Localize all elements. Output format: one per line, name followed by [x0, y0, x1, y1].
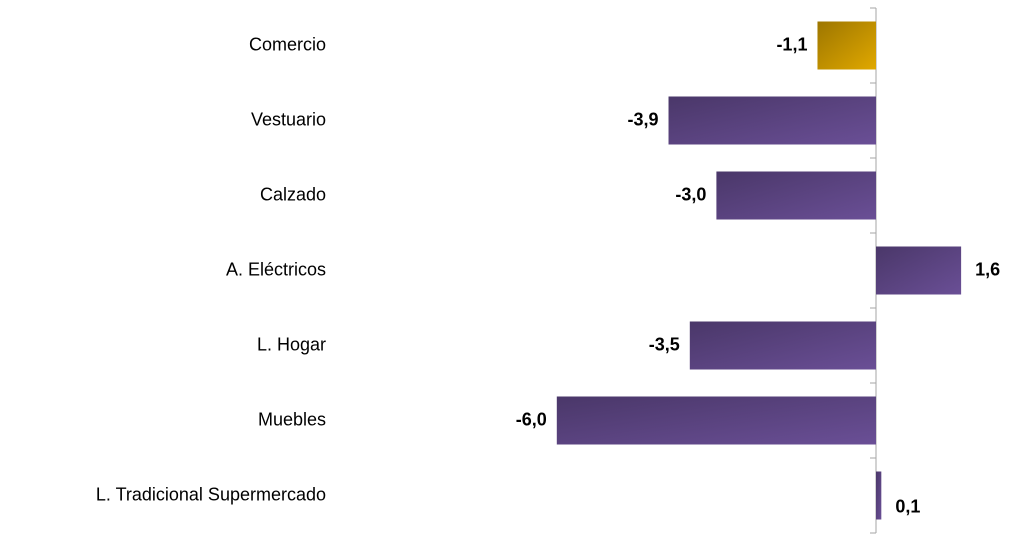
value-label: 1,6	[975, 259, 1000, 279]
value-label: 0,1	[895, 496, 920, 516]
category-label: A. Eléctricos	[226, 259, 326, 279]
value-label: -1,1	[776, 34, 807, 54]
bar	[817, 21, 876, 70]
bar	[668, 96, 876, 145]
category-label: L. Hogar	[257, 334, 326, 354]
bar	[556, 396, 876, 445]
category-label: Calzado	[260, 184, 326, 204]
category-label: L. Tradicional Supermercado	[96, 484, 326, 504]
category-label: Muebles	[258, 409, 326, 429]
bar	[876, 246, 962, 295]
category-label: Vestuario	[251, 109, 326, 129]
category-label: Comercio	[249, 34, 326, 54]
bar	[689, 321, 876, 370]
bar	[876, 471, 882, 520]
value-label: -3,0	[675, 184, 706, 204]
value-label: -6,0	[516, 409, 547, 429]
bar	[716, 171, 876, 220]
value-label: -3,5	[649, 334, 680, 354]
value-label: -3,9	[627, 109, 658, 129]
